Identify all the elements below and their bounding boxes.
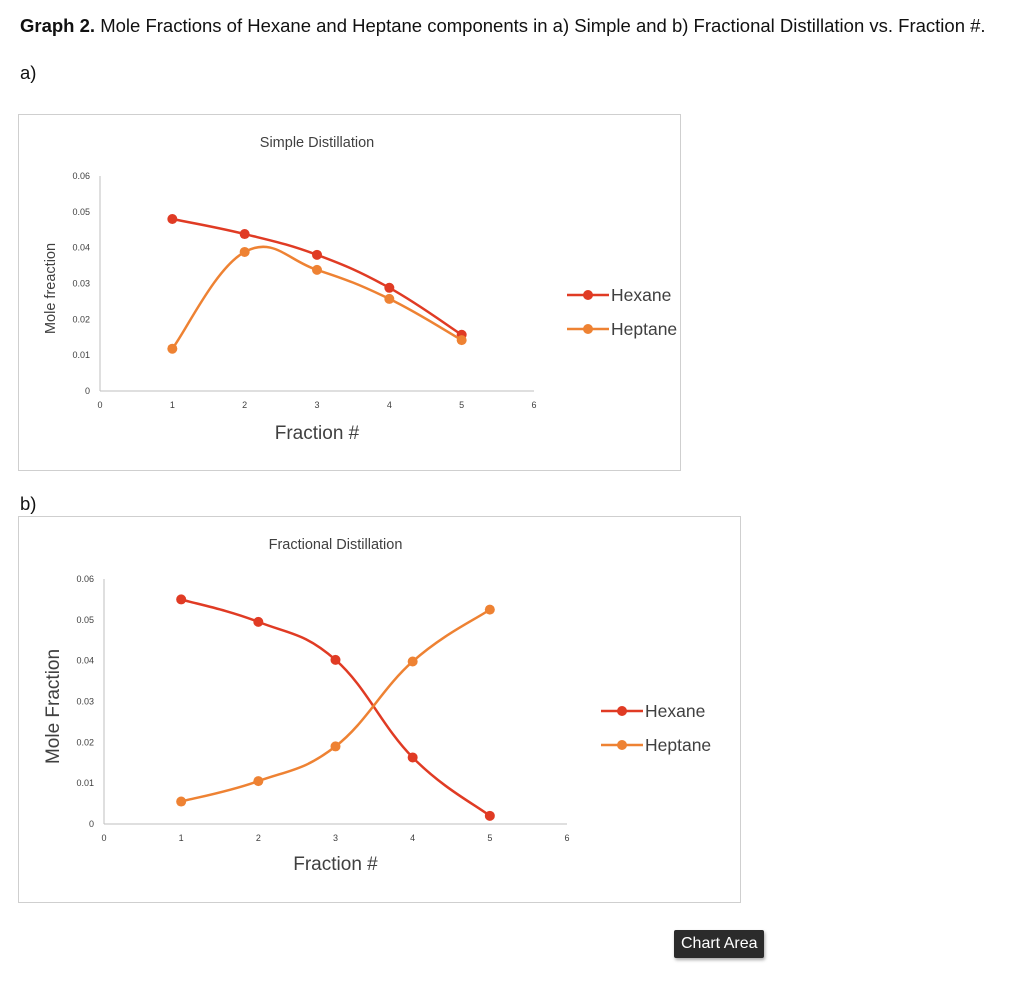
legend-marker-hexane: [583, 290, 593, 300]
chart-title: Fractional Distillation: [269, 537, 403, 553]
legend-label-heptane: Heptane: [611, 319, 677, 339]
legend-entry-heptane[interactable]: Heptane: [567, 319, 677, 339]
hexane-data-point[interactable]: [484, 810, 495, 821]
legend-entry-hexane[interactable]: Hexane: [601, 701, 705, 721]
y-axis-label: Mole freaction: [43, 243, 59, 334]
y-tick-label: 0.03: [72, 279, 90, 289]
heptane-data-point[interactable]: [407, 656, 418, 667]
heptane-series-line: [171, 245, 463, 350]
y-tick-label: 0.01: [72, 350, 90, 360]
subplot-label-b: b): [20, 493, 37, 514]
heptane-data-point[interactable]: [176, 796, 187, 807]
subplot-label-a: a): [20, 62, 37, 83]
y-tick-label: 0.01: [76, 778, 94, 788]
chart-title: Simple Distillation: [260, 135, 374, 151]
y-tick-label: 0.02: [76, 737, 94, 747]
y-tick-label: 0.04: [72, 243, 90, 253]
x-tick-label: 0: [97, 400, 102, 410]
x-tick-label: 0: [101, 833, 106, 843]
y-tick-label: 0.06: [72, 171, 90, 181]
y-tick-label: 0.02: [72, 314, 90, 324]
hexane-data-point[interactable]: [253, 616, 264, 627]
legend-label-hexane: Hexane: [611, 285, 671, 305]
fractional-distillation-chart: Fractional Distillation 0 0.01 0.02 0.03 0.04…: [43, 537, 711, 875]
chart-area-tooltip: Chart Area: [674, 930, 765, 958]
legend-marker-heptane: [583, 324, 593, 334]
x-tick-label: 2: [242, 400, 247, 410]
heptane-series-line: [180, 608, 491, 803]
hexane-data-point[interactable]: [407, 752, 418, 763]
y-tick-label: 0.04: [76, 656, 94, 666]
hexane-data-point[interactable]: [239, 229, 250, 240]
fractional-distillation-chart-area[interactable]: Fractional Distillation 0 0.01 0.02 0.03 0.04…: [18, 516, 741, 903]
legend-entry-hexane[interactable]: Hexane: [567, 285, 671, 305]
heptane-data-point[interactable]: [253, 776, 264, 787]
x-tick-label: 3: [314, 400, 319, 410]
y-tick-label: 0: [85, 386, 90, 396]
x-tick-label: 1: [179, 833, 184, 843]
x-tick-label: 5: [487, 833, 492, 843]
heptane-data-point[interactable]: [239, 246, 250, 257]
x-axis-label: Fraction #: [275, 423, 360, 444]
simple-distillation-chart: Simple Distillation 0 0.01 0.02 0.03 0.04 0.05…: [43, 135, 677, 444]
y-tick-label: 0.03: [76, 697, 94, 707]
x-tick-label: 3: [333, 833, 338, 843]
legend-entry-heptane[interactable]: Heptane: [601, 735, 711, 755]
figure-heading: Graph 2. Mole Fractions of Hexane and He…: [20, 14, 1010, 37]
x-tick-label: 1: [170, 400, 175, 410]
hexane-data-point[interactable]: [384, 282, 395, 293]
y-tick-label: 0.05: [72, 207, 90, 217]
simple-distillation-chart-area[interactable]: Simple Distillation 0 0.01 0.02 0.03 0.04 0.05…: [18, 114, 681, 471]
hexane-series-line: [180, 598, 491, 817]
hexane-data-point[interactable]: [330, 654, 341, 665]
x-tick-label: 2: [256, 833, 261, 843]
hexane-data-point[interactable]: [167, 214, 178, 224]
legend-label-heptane: Heptane: [645, 735, 711, 755]
x-axis-label: Fraction #: [293, 854, 378, 875]
y-tick-label: 0.05: [76, 615, 94, 625]
heptane-data-point[interactable]: [330, 741, 341, 752]
x-tick-label: 5: [459, 400, 464, 410]
heptane-data-point[interactable]: [456, 335, 467, 346]
x-tick-label: 4: [410, 833, 415, 843]
y-tick-label: 0.06: [76, 574, 94, 584]
y-axis-label: Mole Fraction: [43, 649, 64, 764]
legend-marker-heptane: [617, 740, 627, 750]
hexane-data-point[interactable]: [176, 594, 187, 605]
x-tick-label: 6: [531, 400, 536, 410]
heptane-data-point[interactable]: [312, 264, 322, 275]
heptane-data-point[interactable]: [484, 604, 495, 615]
y-tick-label: 0: [89, 819, 94, 829]
x-tick-label: 6: [564, 833, 569, 843]
heptane-data-point[interactable]: [384, 293, 395, 304]
hexane-data-point[interactable]: [312, 249, 322, 260]
legend-label-hexane: Hexane: [645, 701, 705, 721]
legend-marker-hexane: [617, 706, 627, 716]
heptane-data-point[interactable]: [167, 343, 178, 354]
x-tick-label: 4: [387, 400, 392, 410]
figure-heading-text: Mole Fractions of Hexane and Heptane com…: [95, 15, 986, 36]
hexane-series-line: [172, 217, 463, 336]
figure-heading-number: Graph 2.: [20, 15, 96, 36]
